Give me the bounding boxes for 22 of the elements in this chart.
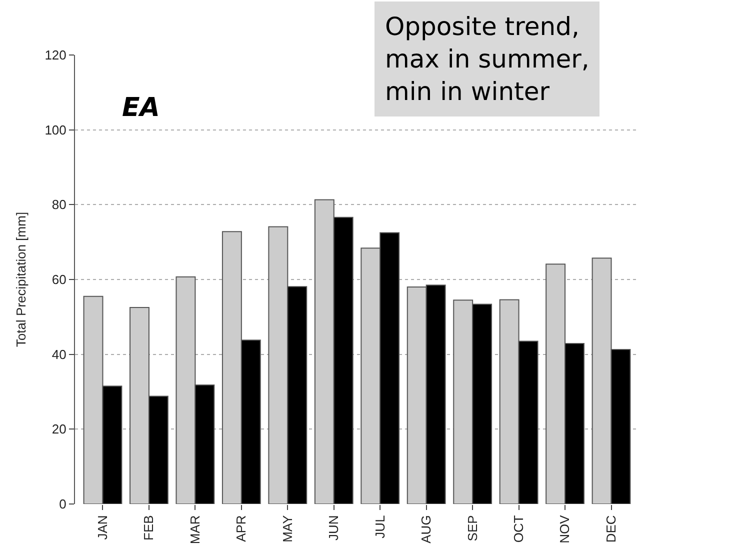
y-tick-label: 120 xyxy=(44,48,66,63)
y-tick-label: 60 xyxy=(52,272,66,288)
x-tick-label: OCT xyxy=(511,515,526,543)
x-tick-label: SEP xyxy=(464,515,480,542)
x-tick-label: AUG xyxy=(418,515,434,544)
x-tick-label: JUN xyxy=(326,515,342,540)
x-tick-label: JUL xyxy=(372,515,388,538)
x-tick-label: NOV xyxy=(557,514,572,544)
x-tick-label: APR xyxy=(234,515,249,542)
y-axis-title: Total Precipitation [mm] xyxy=(14,212,29,348)
x-tick-label: FEB xyxy=(141,515,156,540)
y-tick-label: 100 xyxy=(44,122,66,138)
y-tick-label: 40 xyxy=(52,346,66,362)
x-tick-label: DEC xyxy=(603,515,618,543)
y-tick-label: 20 xyxy=(52,422,66,437)
annotation: EA xyxy=(122,93,160,123)
y-tick-label: 0 xyxy=(59,496,66,512)
x-tick-label: JAN xyxy=(94,515,110,540)
y-tick-label: 80 xyxy=(52,197,66,212)
x-tick-label: MAY xyxy=(280,514,295,542)
x-tick-label: MAR xyxy=(187,515,202,544)
annotation: Opposite trend, max in summer, min in winter xyxy=(385,12,590,106)
